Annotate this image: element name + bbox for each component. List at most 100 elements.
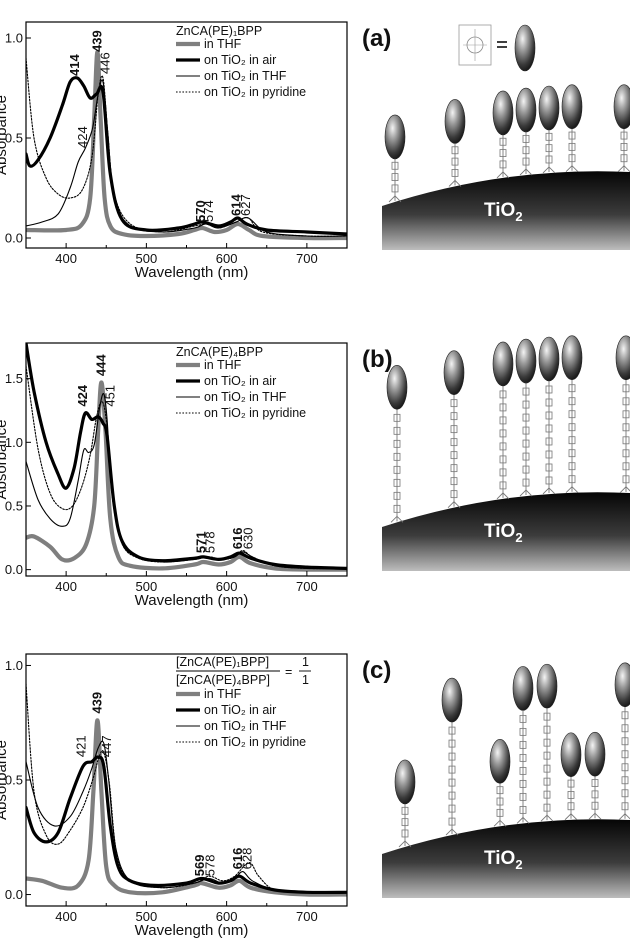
porphyrin-oval — [538, 336, 560, 382]
series-line-pyridine — [26, 683, 347, 893]
peak-label: 627 — [238, 194, 253, 216]
porphyrin-oval — [538, 85, 560, 131]
series-line-tio2_thf — [26, 392, 347, 570]
peak-label: 616 — [230, 848, 245, 870]
legend-entry: on TiO₂ in air — [204, 703, 276, 717]
x-tick-label: 700 — [296, 579, 318, 594]
x-tick-label: 400 — [55, 909, 77, 924]
scheme-a: TiO2 — [382, 24, 630, 250]
linker-chain — [619, 379, 630, 494]
x-tick-label: 500 — [136, 909, 158, 924]
tio2-surface — [382, 171, 630, 250]
porphyrin-oval — [614, 662, 630, 708]
porphyrin-oval — [489, 739, 511, 784]
x-axis-label: Wavelength (nm) — [135, 264, 249, 281]
linker-chain — [519, 132, 533, 176]
legend-entry: on TiO₂ in air — [204, 53, 276, 67]
peak-label: 447 — [99, 735, 114, 757]
peak-label: 444 — [93, 354, 108, 376]
y-tick-label: 0.5 — [5, 498, 23, 513]
y-tick-label: 1.0 — [5, 435, 23, 450]
legend-ratio-equals: = — [285, 665, 292, 679]
peak-label: 578 — [203, 855, 218, 877]
tio2-surface — [382, 819, 630, 898]
peak-label: 570 — [193, 200, 208, 222]
peak-label: 424 — [75, 384, 90, 406]
porphyrin-structure-icon — [458, 24, 492, 66]
x-tick-label: 700 — [296, 909, 318, 924]
porphyrin-oval — [444, 99, 466, 144]
tio2-subscript: 2 — [515, 530, 522, 545]
linker-chain — [388, 158, 402, 203]
legend-title: ZnCA(PE)₁BPP — [176, 24, 262, 38]
linker-chain — [617, 128, 630, 173]
linker-chain — [519, 383, 533, 497]
peak-label: 574 — [201, 200, 216, 222]
chart-panel-2: 400 500 600 700 0.0 0.5 1.0 Wavelength (nm) Abso… — [0, 653, 391, 939]
legend-ratio-value-den: 1 — [302, 673, 309, 687]
x-tick-label: 600 — [216, 579, 238, 594]
series-line-tio2_thf — [26, 740, 347, 893]
x-tick-label: 500 — [136, 579, 158, 594]
legend-entry: in THF — [204, 37, 242, 51]
legend-entry: on TiO₂ in pyridine — [204, 406, 306, 420]
x-tick-label: 400 — [55, 579, 77, 594]
porphyrin-oval — [560, 732, 582, 778]
linker-chain — [445, 722, 459, 836]
porphyrin-oval — [441, 677, 463, 723]
linker-chain — [542, 129, 556, 174]
y-tick-label: 0.5 — [5, 773, 23, 788]
legend-entry: on TiO₂ in pyridine — [204, 735, 306, 749]
series-group — [26, 343, 347, 572]
series-line-thf — [26, 49, 347, 241]
series-line-thf — [26, 718, 347, 897]
linker-chain — [493, 783, 507, 827]
porphyrin-oval — [615, 335, 630, 381]
legend-ratio-value-num: 1 — [302, 655, 309, 669]
x-axis-label: Wavelength (nm) — [135, 922, 249, 939]
scheme-c: TiO2 — [382, 662, 630, 898]
peak-label: 446 — [97, 52, 112, 74]
series-group — [26, 683, 347, 897]
legend-title: ZnCA(PE)₄BPP — [176, 345, 263, 359]
porphyrin-oval — [515, 87, 537, 133]
series-line-tio2_thf — [26, 79, 347, 237]
y-tick-label: 1.0 — [5, 31, 23, 46]
legend-ratio-numerator: [ZnCA(PE)₁BPP] — [176, 655, 269, 669]
linker-chain — [496, 134, 510, 179]
peak-label: 616 — [230, 528, 245, 550]
scheme-b: TiO2 — [382, 335, 630, 571]
y-tick-label: 0.0 — [5, 887, 23, 902]
peak-label: 578 — [203, 531, 218, 553]
panel-label: (c) — [362, 657, 391, 684]
legend-entry: in THF — [204, 687, 242, 701]
linker-chain — [540, 708, 554, 822]
series-line-pyridine — [26, 57, 347, 237]
legend: [ZnCA(PE)₁BPP] [ZnCA(PE)₄BPP] = 1 1 in THF on … — [176, 655, 311, 749]
porphyrin-oval — [536, 663, 558, 709]
linker-chain — [447, 394, 461, 508]
peak-label: 439 — [89, 692, 104, 714]
peak-label: 439 — [89, 30, 104, 52]
series-line-air — [26, 76, 347, 236]
linker-chain — [496, 385, 510, 500]
series-group — [26, 49, 347, 241]
y-axis-label: Absorbance — [0, 740, 10, 820]
series-line-thf — [26, 380, 347, 572]
porphyrin-oval — [394, 759, 416, 805]
panel-label: (a) — [362, 25, 391, 52]
linker-chain — [390, 409, 404, 523]
legend-entry: on TiO₂ in air — [204, 374, 276, 388]
porphyrin-oval — [512, 666, 534, 711]
legend-entry: on TiO₂ in THF — [204, 69, 287, 83]
linker-chain — [516, 710, 530, 824]
linker-chain — [398, 803, 412, 848]
linker-chain — [565, 128, 579, 173]
series-line-air — [26, 755, 347, 895]
series-line-air — [26, 343, 347, 570]
plot-frame — [25, 653, 348, 907]
legend-entry: on TiO₂ in THF — [204, 390, 287, 404]
series-line-pyridine — [26, 365, 347, 570]
